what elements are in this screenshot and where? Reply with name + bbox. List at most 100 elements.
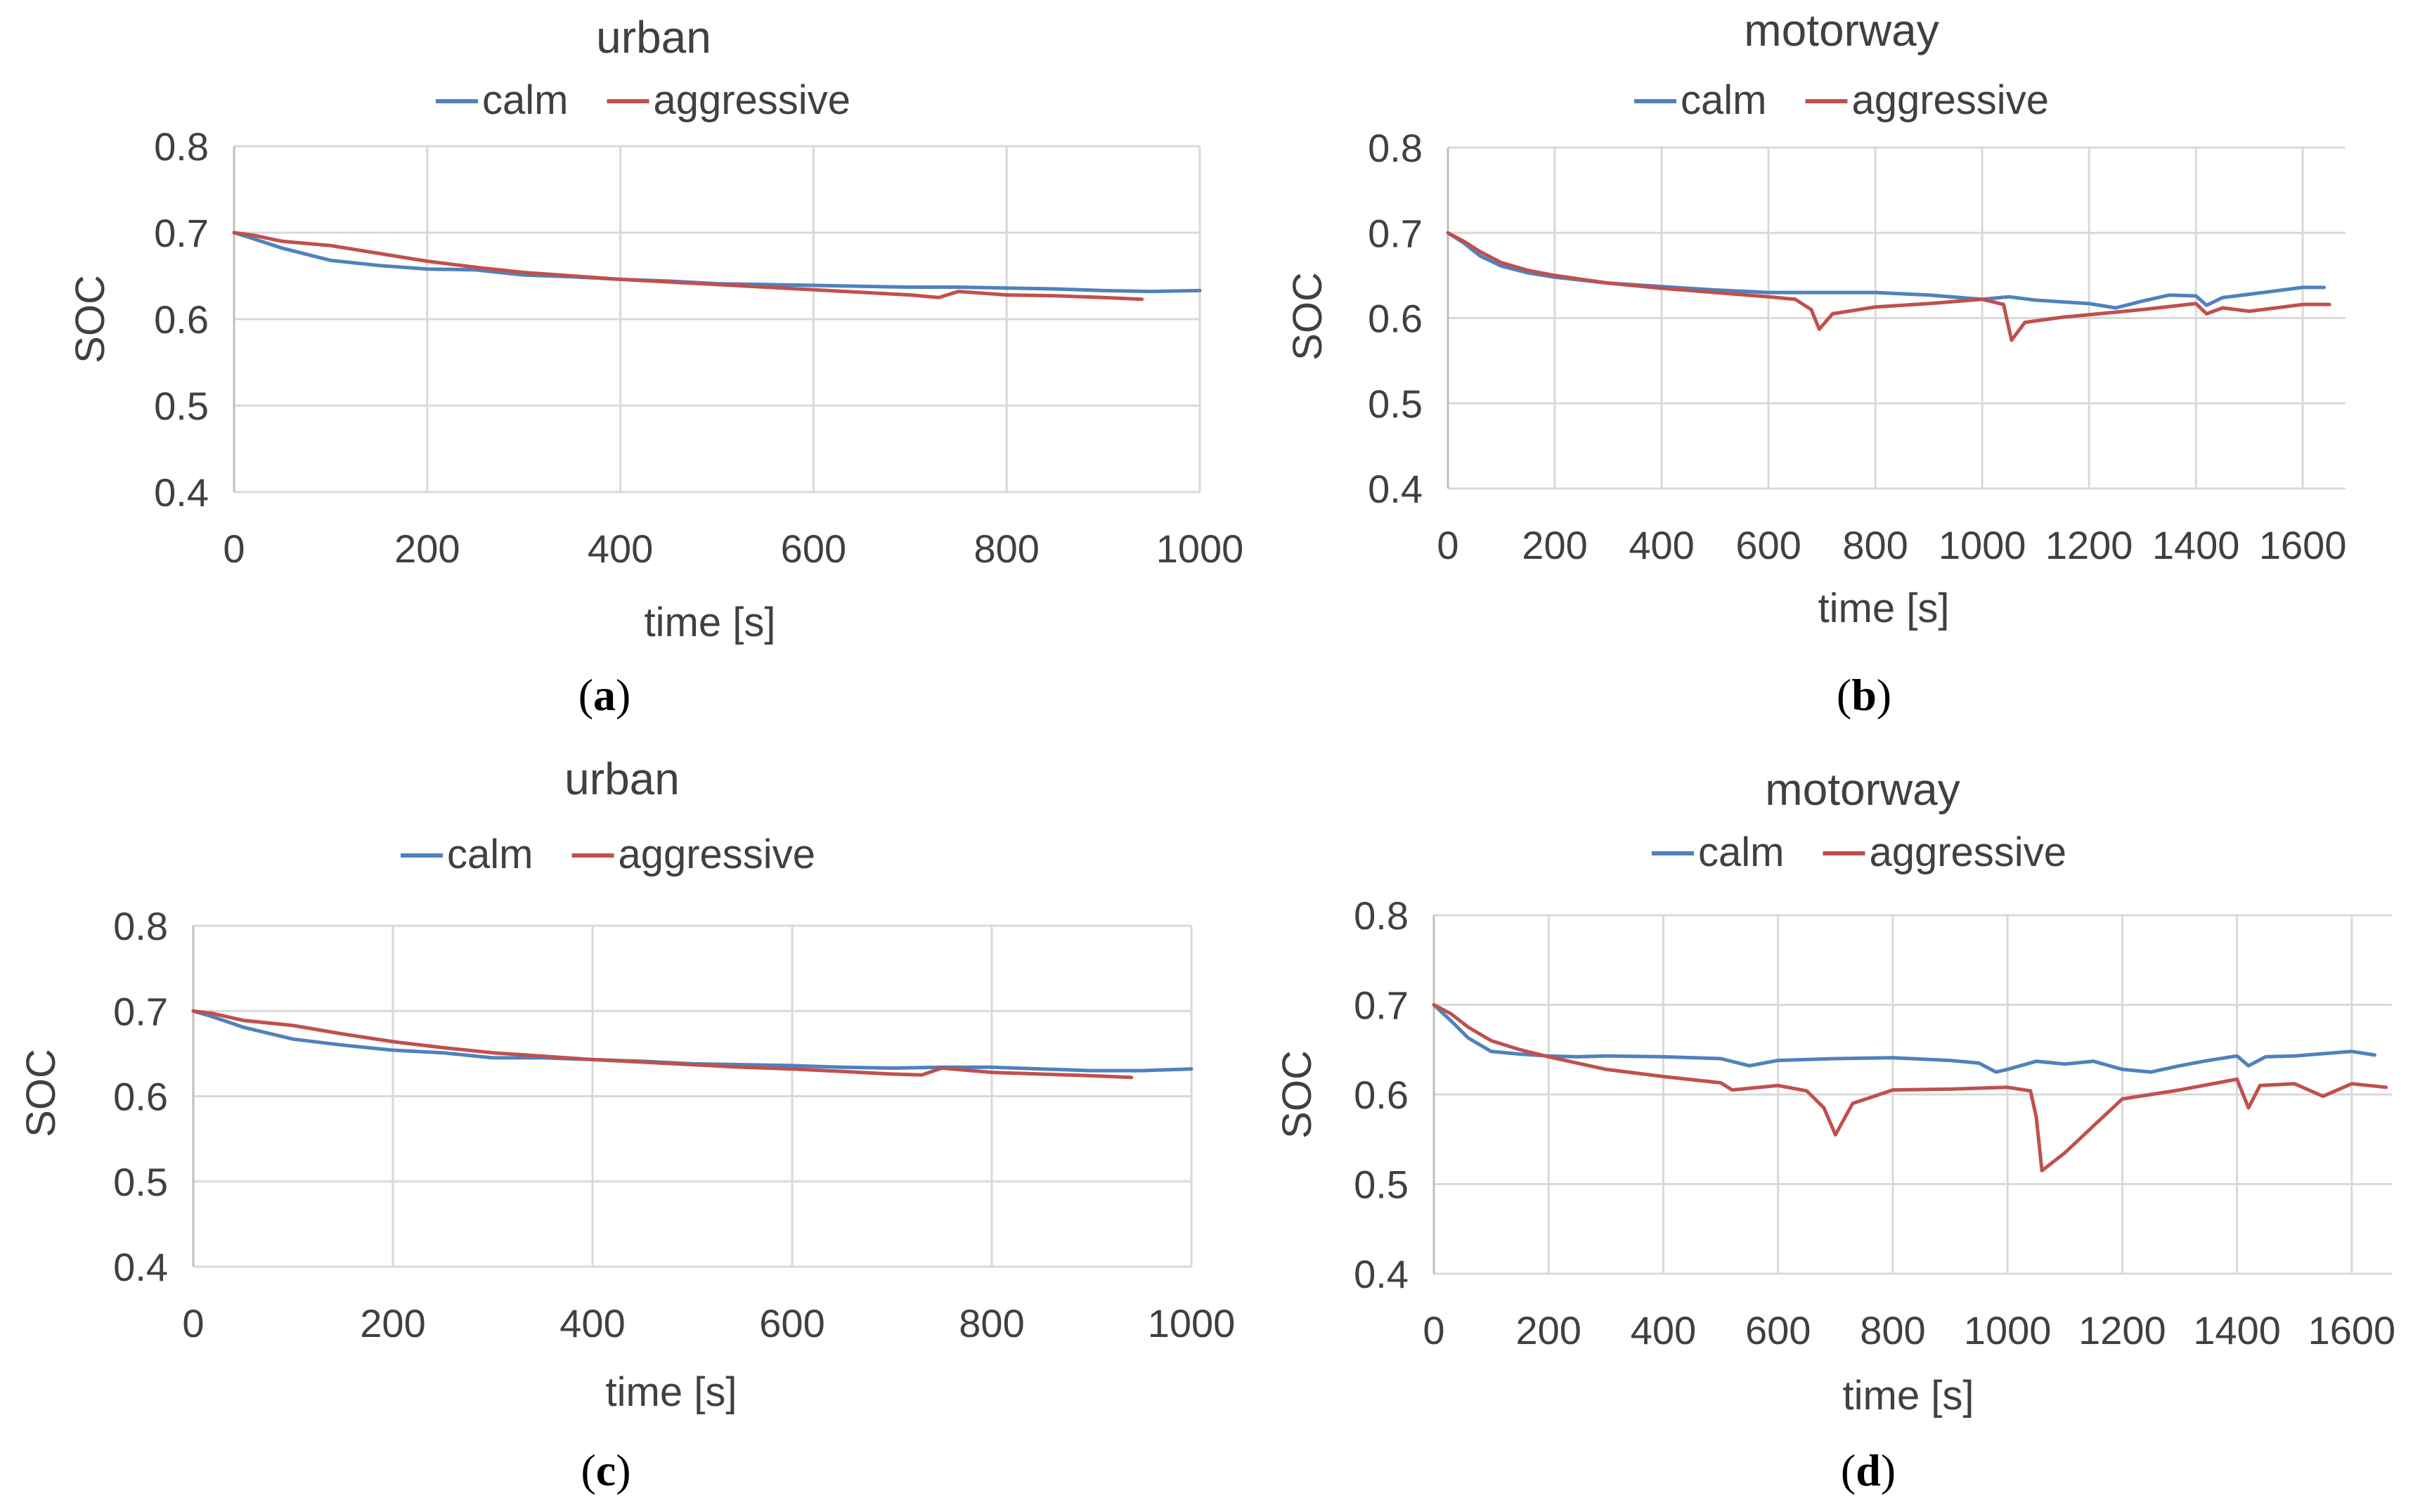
x-gridlines	[1447, 148, 2304, 489]
y-tick-label: 0.7	[154, 211, 209, 255]
x-tick-label: 400	[588, 526, 653, 571]
series-line-aggressive	[1432, 1003, 2388, 1172]
x-tick-labels: 0 200 400 600 800 1000 1200 1400 1600	[1437, 523, 2346, 567]
legend-label-calm: calm	[1681, 77, 1766, 123]
series-line-aggressive	[232, 231, 1144, 302]
chart-panel-c: urban calm aggressive 0.4 0.5 0.6 0.7 0.8 0 20…	[0, 752, 1258, 1512]
x-tick-labels: 0 200 400 600 800 1000	[223, 526, 1243, 571]
chart-title: urban	[596, 12, 711, 63]
y-gridlines	[234, 145, 1200, 493]
y-tick-label: 0.6	[1368, 297, 1423, 341]
x-tick-label: 1200	[2045, 523, 2133, 567]
x-tick-label: 200	[360, 1301, 425, 1345]
chart-title: motorway	[1744, 5, 1939, 56]
chart-panel-a: urban calm aggressive 0.4 0.5 0.6 0.7 0.8 0 20…	[0, 0, 1258, 752]
y-tick-labels: 0.4 0.5 0.6 0.7 0.8	[1354, 893, 1409, 1296]
x-tick-label: 1000	[1156, 526, 1244, 571]
x-tick-label: 0	[182, 1301, 204, 1345]
y-tick-label: 0.4	[1354, 1252, 1409, 1296]
x-tick-label: 1400	[2193, 1308, 2281, 1352]
x-tick-label: 1000	[1939, 523, 2026, 567]
x-tick-label: 1600	[2308, 1308, 2396, 1352]
y-tick-label: 0.8	[113, 904, 168, 948]
x-tick-labels: 0 200 400 600 800 1000	[182, 1301, 1235, 1345]
chart-legend: calm aggressive	[436, 77, 850, 123]
panel-caption-letter: d	[1856, 1445, 1881, 1495]
series-line-calm	[232, 231, 1202, 294]
x-axis-label: time [s]	[1818, 586, 1950, 631]
legend-label-aggressive: aggressive	[618, 832, 815, 877]
y-axis-label: SOC	[1285, 272, 1331, 361]
y-tick-label: 0.6	[154, 297, 209, 342]
y-tick-labels: 0.4 0.5 0.6 0.7 0.8	[1368, 126, 1423, 511]
y-tick-label: 0.4	[1368, 467, 1423, 511]
x-tick-label: 200	[1516, 1308, 1581, 1352]
y-tick-label: 0.8	[1354, 893, 1409, 938]
legend-label-aggressive: aggressive	[1851, 77, 2048, 123]
y-tick-label: 0.5	[113, 1160, 168, 1204]
x-tick-label: 600	[1735, 523, 1801, 567]
legend-label-calm: calm	[447, 832, 533, 877]
chart-a-svg: urban calm aggressive 0.4 0.5 0.6 0.7 0.8 0 20…	[67, 12, 1243, 720]
panel-caption: (a)	[578, 670, 631, 720]
series-line-aggressive	[1446, 231, 2331, 342]
y-tick-label: 0.4	[154, 470, 209, 515]
series-lines	[1432, 1003, 2388, 1172]
x-tick-label: 1000	[1148, 1301, 1236, 1345]
legend-label-calm: calm	[482, 77, 568, 123]
x-gridlines	[233, 146, 1201, 492]
y-axis-label: SOC	[1274, 1050, 1320, 1139]
y-tick-label: 0.7	[1368, 211, 1423, 255]
chart-title: motorway	[1765, 764, 1960, 815]
x-tick-label: 0	[223, 526, 245, 571]
series-line-calm	[191, 1009, 1193, 1073]
x-tick-label: 600	[1745, 1308, 1811, 1352]
x-axis-label: time [s]	[606, 1369, 737, 1415]
series-lines	[1446, 231, 2331, 342]
x-tick-label: 0	[1437, 523, 1458, 567]
y-tick-label: 0.7	[113, 989, 168, 1033]
x-tick-label: 800	[1860, 1308, 1925, 1352]
x-tick-label: 800	[973, 526, 1039, 571]
chart-legend: calm aggressive	[401, 832, 815, 877]
y-tick-label: 0.5	[1368, 382, 1423, 426]
chart-d-svg: motorway calm aggressive 0.40.50.60.70.8 …	[1274, 764, 2395, 1495]
x-tick-label: 800	[1842, 523, 1908, 567]
panel-caption: (b)	[1837, 670, 1891, 720]
panel-caption-letter: b	[1851, 670, 1877, 720]
y-tick-label: 0.7	[1354, 983, 1409, 1028]
legend-label-aggressive: aggressive	[653, 77, 850, 123]
x-gridlines	[192, 926, 1193, 1267]
series-lines	[232, 231, 1202, 302]
chart-legend: calm aggressive	[1652, 829, 2066, 875]
series-line-calm	[1446, 231, 2327, 310]
y-axis-label: SOC	[18, 1049, 64, 1137]
chart-b-svg: motorway calm aggressive 0.40.50.60.70.8 …	[1285, 5, 2346, 720]
chart-c-svg: urban calm aggressive 0.4 0.5 0.6 0.7 0.8 0 20…	[18, 754, 1235, 1495]
x-axis-label: time [s]	[1843, 1373, 1974, 1419]
chart-panel-b: motorway calm aggressive 0.4 0.5 0.6 0.7 0.8 …	[1258, 0, 2420, 752]
panel-caption-letter: c	[596, 1445, 616, 1495]
x-gridlines	[1432, 915, 2353, 1274]
x-tick-label: 800	[959, 1301, 1024, 1345]
x-tick-label: 400	[1629, 523, 1694, 567]
y-gridlines	[1434, 914, 2392, 1275]
x-tick-label: 600	[781, 526, 846, 571]
y-tick-label: 0.6	[1354, 1073, 1409, 1117]
x-tick-label: 1400	[2152, 523, 2240, 567]
y-tick-label: 0.6	[113, 1075, 168, 1119]
y-tick-label: 0.8	[154, 124, 209, 169]
x-tick-label: 200	[1522, 523, 1587, 567]
x-tick-label: 0	[1423, 1308, 1444, 1352]
panel-caption: (d)	[1841, 1445, 1896, 1495]
panel-caption-letter: a	[593, 670, 616, 720]
x-tick-label: 1200	[2078, 1308, 2166, 1352]
x-axis-label: time [s]	[645, 600, 776, 645]
x-tick-labels: 0 200 400 600 800 1000 1200 1400 1600	[1423, 1308, 2395, 1352]
panel-caption: (c)	[581, 1445, 630, 1495]
y-tick-label: 0.5	[154, 384, 209, 428]
legend-label-calm: calm	[1698, 829, 1784, 875]
series-lines	[191, 1009, 1193, 1080]
chart-title: urban	[564, 754, 680, 804]
x-tick-label: 200	[394, 526, 460, 571]
